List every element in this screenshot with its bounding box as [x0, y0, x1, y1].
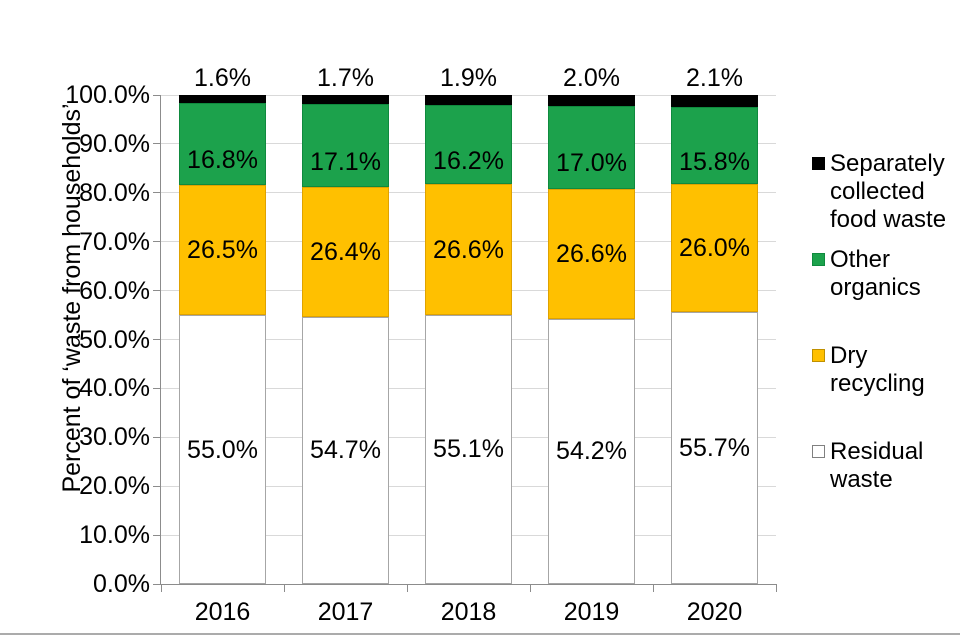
y-axis-tick [153, 583, 161, 585]
segment-value-label-dry-recycling: 26.6% [556, 239, 627, 268]
y-axis-tick [153, 241, 161, 243]
x-category-label: 2017 [317, 598, 374, 626]
bar-segment-residual-waste [179, 315, 266, 584]
x-category-label: 2016 [194, 598, 251, 626]
x-axis-tick [529, 584, 531, 592]
segment-value-label-other-organics: 15.8% [679, 147, 750, 176]
bar-segment-residual-waste [671, 311, 758, 584]
y-axis-tick [153, 143, 161, 145]
food-waste-value-label: 1.9% [440, 64, 497, 92]
y-tick-label: 70.0% [79, 227, 150, 256]
y-tick-label: 0.0% [93, 570, 150, 598]
segment-value-label-other-organics: 17.1% [310, 147, 381, 176]
x-category-label: 2020 [686, 598, 743, 626]
segment-value-label-dry-recycling: 26.6% [433, 235, 504, 264]
bar-segment-separately-collected-food-waste [425, 95, 512, 106]
bar-segment-residual-waste [302, 316, 389, 584]
bar-segment-dry-recycling [671, 184, 758, 312]
x-axis-tick [283, 584, 285, 592]
bar-segment-residual-waste [548, 318, 635, 584]
legend-label: Residual waste [830, 438, 924, 493]
segment-value-label-other-organics: 16.8% [187, 146, 258, 175]
segment-value-label-residual-waste: 54.2% [556, 437, 627, 466]
y-tick-label: 60.0% [79, 276, 150, 305]
y-axis-tick [153, 290, 161, 292]
legend-item-separately-collected-food-waste: Separately collected food waste [812, 150, 946, 234]
bar-segment-other-organics [179, 103, 266, 186]
chart-bottom-border [0, 633, 960, 635]
legend-label: Dry recycling [830, 342, 925, 397]
segment-value-label-residual-waste: 54.7% [310, 436, 381, 465]
segment-value-label-other-organics: 17.0% [556, 149, 627, 178]
x-axis-tick [775, 584, 777, 592]
y-axis-tick [153, 534, 161, 536]
bar-segment-separately-collected-food-waste [179, 95, 266, 104]
y-tick-label: 90.0% [79, 129, 150, 158]
legend-label: Other organics [830, 246, 921, 301]
segment-value-label-residual-waste: 55.1% [433, 435, 504, 464]
y-axis-tick [153, 485, 161, 487]
segment-value-label-dry-recycling: 26.0% [679, 234, 750, 263]
x-axis-tick [406, 584, 408, 592]
food-waste-value-label: 1.6% [194, 64, 251, 92]
y-tick-label: 40.0% [79, 374, 150, 403]
legend-marker-other-organics-icon [812, 253, 825, 266]
bar-segment-dry-recycling [425, 184, 512, 315]
segment-value-label-residual-waste: 55.0% [187, 435, 258, 464]
y-tick-label: 10.0% [79, 521, 150, 550]
bar-segment-other-organics [548, 105, 635, 189]
legend-marker-separately-collected-food-waste-icon [812, 157, 825, 170]
legend-item-other-organics: Other organics [812, 246, 921, 302]
food-waste-value-label: 1.7% [317, 64, 374, 92]
legend: Separately collected food waste Other org… [812, 0, 958, 640]
x-category-label: 2018 [440, 598, 497, 626]
legend-item-dry-recycling: Dry recycling [812, 342, 958, 398]
segment-value-label-residual-waste: 55.7% [679, 433, 750, 462]
x-axis-tick [652, 584, 654, 592]
y-axis-tick [153, 94, 161, 96]
y-axis-tick [153, 192, 161, 194]
bar-segment-dry-recycling [302, 187, 389, 317]
y-tick-label: 80.0% [79, 178, 150, 207]
bar-segment-separately-collected-food-waste [548, 95, 635, 106]
legend-marker-residual-waste-icon [812, 445, 825, 458]
bar-segment-other-organics [302, 103, 389, 188]
legend-marker-dry-recycling-icon [812, 349, 825, 362]
bar-segment-dry-recycling [548, 188, 635, 319]
segment-value-label-other-organics: 16.2% [433, 146, 504, 175]
food-waste-value-label: 2.1% [686, 64, 743, 92]
y-tick-label: 30.0% [79, 423, 150, 452]
food-waste-value-label: 2.0% [563, 64, 620, 92]
y-axis-tick [153, 436, 161, 438]
segment-value-label-dry-recycling: 26.5% [187, 236, 258, 265]
x-axis-line [161, 583, 776, 585]
y-tick-label: 50.0% [79, 325, 150, 354]
bar-segment-dry-recycling [179, 185, 266, 316]
y-tick-label: 20.0% [79, 472, 150, 501]
legend-label: Separately collected food waste [830, 150, 947, 233]
y-axis-tick [153, 387, 161, 389]
bar-segment-other-organics [425, 105, 512, 185]
bar-segment-separately-collected-food-waste [302, 95, 389, 104]
x-category-label: 2019 [563, 598, 620, 626]
bar-segment-residual-waste [425, 314, 512, 584]
legend-item-residual-waste: Residual waste [812, 438, 923, 494]
y-tick-label: 100.0% [65, 81, 150, 109]
x-axis-tick [160, 584, 162, 592]
y-axis-tick [153, 339, 161, 340]
segment-value-label-dry-recycling: 26.4% [310, 237, 381, 266]
bar-segment-other-organics [671, 107, 758, 185]
bar-segment-separately-collected-food-waste [671, 95, 758, 108]
